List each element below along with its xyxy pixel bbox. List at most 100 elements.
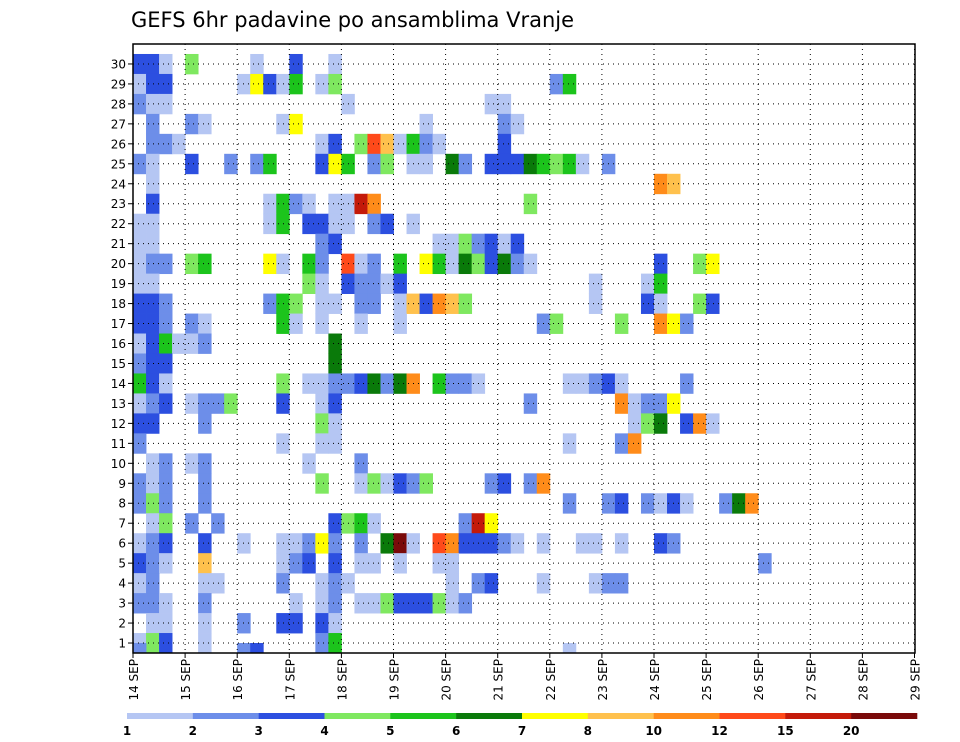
heatmap-cell: [393, 593, 407, 614]
y-tick-label: 24: [111, 177, 126, 191]
heatmap-cell: [354, 473, 368, 494]
heatmap-cell: [263, 153, 277, 175]
x-tick-label: 20 SEP: [440, 659, 454, 701]
heatmap-cell: [315, 153, 329, 175]
heatmap-cell: [380, 273, 394, 294]
heatmap-cell: [198, 333, 212, 354]
heatmap-cell: [315, 73, 329, 95]
y-tick-label: 26: [111, 137, 126, 151]
heatmap-cell: [354, 193, 368, 215]
heatmap-cell: [367, 513, 381, 534]
heatmap-cell: [549, 153, 564, 175]
colorbar-label: 8: [584, 724, 592, 738]
heatmap-cell: [549, 313, 564, 334]
heatmap-cell: [393, 473, 407, 494]
heatmap-cell: [146, 53, 160, 75]
heatmap-cell: [432, 233, 446, 255]
x-tick-label: 19 SEP: [388, 659, 402, 701]
heatmap-cell: [575, 533, 590, 554]
heatmap-cell: [146, 613, 160, 634]
heatmap-cell: [146, 113, 160, 135]
heatmap-cell: [198, 393, 212, 414]
heatmap-cell: [523, 473, 538, 494]
colorbar-swatch: [785, 713, 852, 719]
heatmap-cell: [289, 53, 303, 75]
heatmap-cell: [328, 433, 342, 454]
heatmap-cell: [393, 533, 407, 554]
y-tick-label: 14: [111, 377, 126, 391]
heatmap-cell: [654, 313, 668, 334]
heatmap-cell: [133, 273, 147, 294]
heatmap-cell: [289, 593, 303, 614]
heatmap-cell: [614, 313, 629, 334]
y-tick-label: 22: [111, 217, 126, 231]
heatmap-cell: [276, 533, 290, 554]
heatmap-cell: [146, 153, 160, 175]
heatmap-cell: [367, 373, 381, 394]
heatmap-cell: [276, 213, 290, 235]
heatmap-cell: [159, 73, 173, 95]
heatmap-cell: [159, 373, 173, 394]
heatmap-cell: [706, 253, 720, 275]
heatmap-cell: [328, 53, 342, 75]
heatmap-cell: [523, 253, 538, 275]
heatmap-cell: [445, 153, 460, 175]
y-tick-label: 9: [118, 477, 126, 491]
heatmap-cell: [588, 293, 603, 314]
y-tick-label: 29: [111, 77, 126, 91]
heatmap-cell: [250, 53, 264, 75]
heatmap-cell: [562, 433, 577, 454]
heatmap-cell: [146, 333, 160, 354]
heatmap-cell: [575, 153, 590, 175]
heatmap-cell: [562, 643, 577, 654]
y-tick-label: 10: [111, 457, 126, 471]
heatmap-cell: [354, 133, 368, 155]
heatmap-cell: [654, 493, 668, 514]
heatmap-cell: [289, 73, 303, 95]
heatmap-cell: [146, 253, 160, 275]
heatmap-cell: [211, 513, 225, 534]
x-tick-label: 24 SEP: [648, 659, 662, 701]
heatmap-cell: [315, 233, 329, 255]
heatmap-cell: [146, 273, 160, 294]
heatmap-cell: [315, 573, 329, 594]
heatmap-cell: [432, 373, 446, 394]
heatmap-cell: [133, 253, 147, 275]
heatmap-cell: [146, 473, 160, 494]
colorbar-legend: 1 2 3 4 5 6 7 8 10 12 15 20: [123, 713, 918, 738]
heatmap-cell: [328, 153, 342, 175]
heatmap-cell: [198, 313, 212, 334]
heatmap-cell: [614, 533, 629, 554]
heatmap-cell: [614, 433, 629, 454]
heatmap-cell: [146, 453, 160, 474]
heatmap-cell: [380, 473, 394, 494]
x-tick-label: 29 SEP: [909, 659, 923, 701]
y-tick-label: 13: [111, 397, 126, 411]
heatmap-cell: [302, 253, 316, 275]
heatmap-cell: [133, 293, 147, 314]
colorbar-swatch: [653, 713, 720, 719]
colorbar-swatch: [390, 713, 457, 719]
heatmap-cell: [562, 493, 577, 514]
y-tick-label: 2: [118, 617, 126, 631]
heatmap-cell: [367, 193, 381, 215]
heatmap-cell: [654, 273, 668, 294]
heatmap-cell: [146, 93, 160, 115]
heatmap-cell: [458, 233, 473, 255]
heatmap-cell: [185, 333, 199, 354]
heatmap-cell: [328, 133, 342, 155]
y-tick-label: 12: [111, 417, 126, 431]
heatmap-cell: [445, 373, 460, 394]
heatmap-cell: [276, 613, 290, 634]
heatmap-cell: [133, 233, 147, 255]
heatmap-cell: [263, 213, 277, 235]
heatmap-cell: [354, 313, 368, 334]
heatmap-cell: [354, 253, 368, 275]
y-tick-label: 20: [111, 257, 126, 271]
heatmap-cell: [315, 273, 329, 294]
heatmap-cell: [315, 213, 329, 235]
heatmap-cell: [302, 453, 316, 474]
y-tick-label: 5: [118, 557, 126, 571]
heatmap-cell: [159, 513, 173, 534]
heatmap-cell: [575, 373, 590, 394]
